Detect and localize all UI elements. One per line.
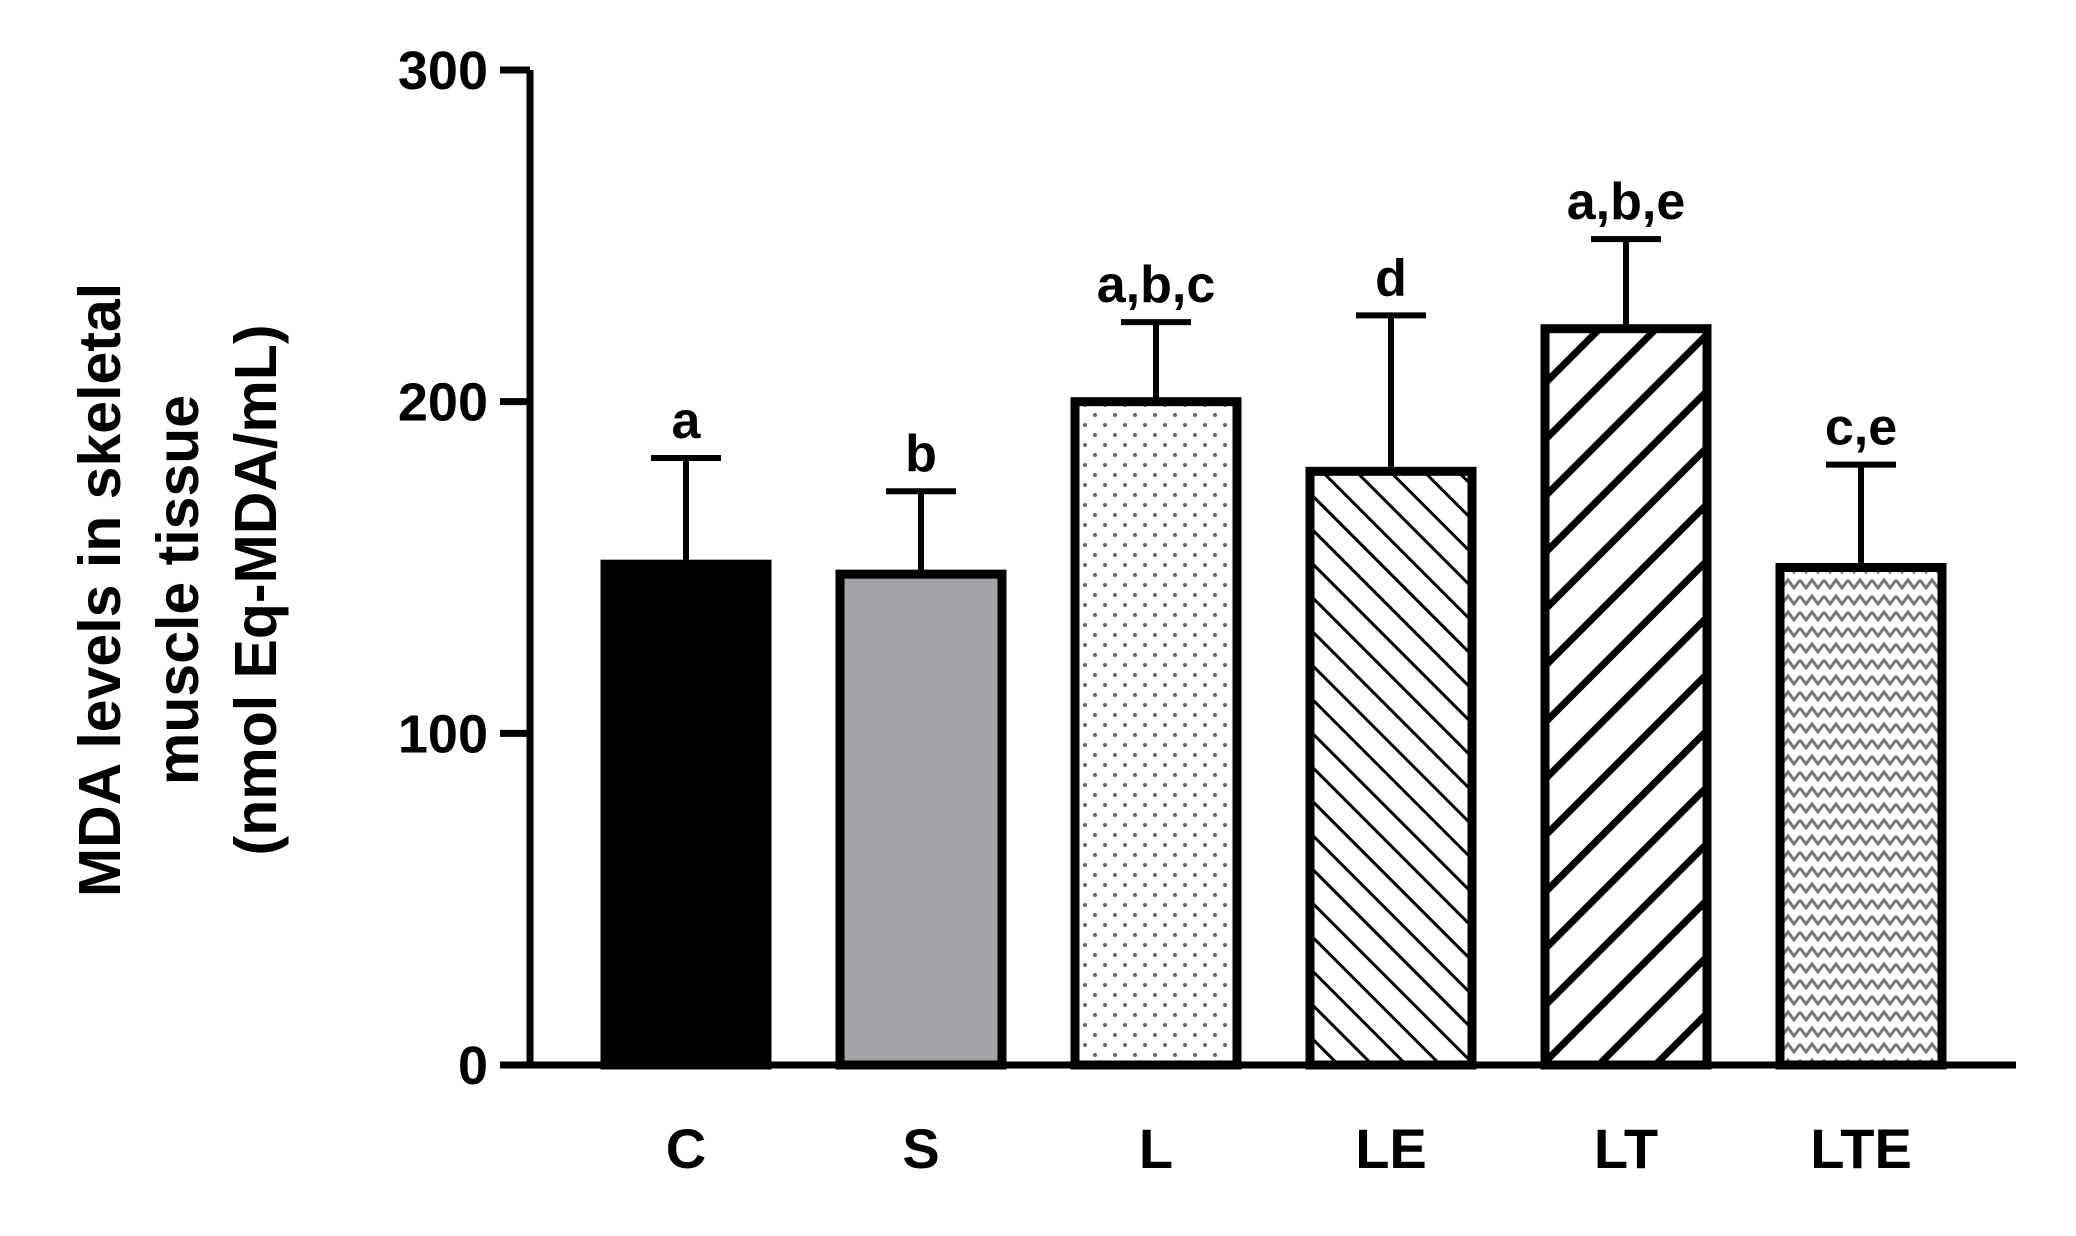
y-tick-label: 200	[398, 373, 488, 433]
category-label-l: L	[1139, 1117, 1173, 1180]
axes	[526, 70, 2016, 1069]
significance-label-c: a	[672, 392, 702, 450]
x-axis-categories: C S L LE LT LTE	[666, 1117, 1912, 1180]
significance-label-l: a,b,c	[1097, 256, 1216, 314]
y-axis-title-line-2: muscle tissue	[145, 395, 211, 785]
y-tick-label: 0	[458, 1036, 488, 1096]
bar-lt	[1540, 324, 1712, 1070]
y-axis-ticks: 0 100 200 300	[398, 41, 530, 1096]
significance-label-lt: a,b,e	[1567, 173, 1686, 231]
significance-labels: a b a,b,c d a,b,e c,e	[672, 173, 1898, 483]
significance-label-s: b	[905, 425, 937, 483]
category-label-lte: LTE	[1810, 1117, 1912, 1180]
y-tick-label: 100	[398, 704, 488, 764]
category-label-s: S	[902, 1117, 939, 1180]
category-label-le: LE	[1355, 1117, 1427, 1180]
bar-le	[1305, 466, 1477, 1070]
category-label-c: C	[666, 1117, 706, 1180]
y-axis-title-line-1: MDA levels in skeletal	[67, 283, 133, 897]
category-label-lt: LT	[1594, 1117, 1658, 1180]
y-axis-title-line-3: (nmol Eq-MDA/mL)	[223, 325, 289, 856]
significance-label-lte: c,e	[1825, 399, 1897, 457]
bar-s	[835, 569, 1007, 1070]
y-tick-label: 300	[398, 41, 488, 101]
bar-c	[600, 559, 772, 1070]
bar-l	[1070, 397, 1242, 1070]
bars	[600, 324, 1947, 1070]
y-axis-title: MDA levels in skeletal muscle tissue (nm…	[67, 283, 289, 897]
error-bars	[651, 236, 1896, 575]
bar-lte	[1775, 563, 1947, 1070]
significance-label-le: d	[1375, 249, 1407, 307]
